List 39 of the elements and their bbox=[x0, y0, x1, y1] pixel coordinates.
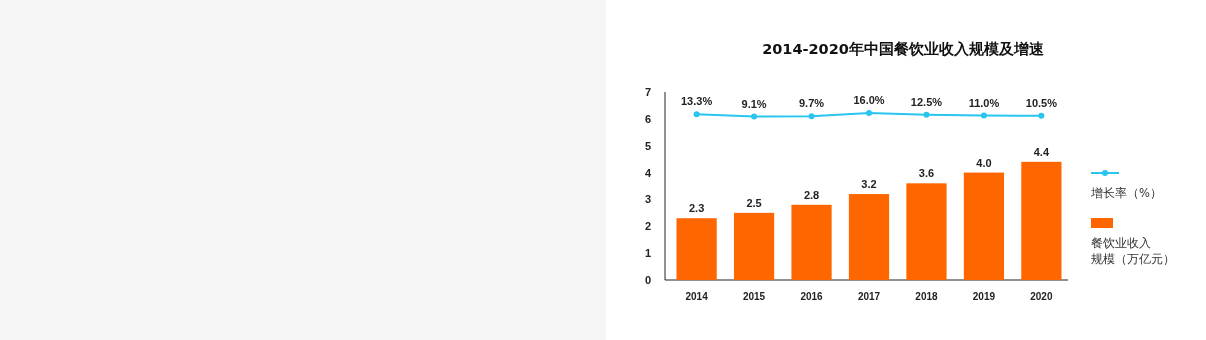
y-tick-label: 5 bbox=[644, 139, 652, 152]
data-label: 3.6 bbox=[918, 167, 935, 180]
data-label: 12.5% bbox=[910, 95, 943, 108]
bar bbox=[676, 218, 717, 280]
data-label: 9.7% bbox=[799, 97, 825, 110]
data-label: 10.5% bbox=[1025, 96, 1058, 109]
x-tick-label: 2014 bbox=[685, 291, 709, 302]
y-tick-label: 1 bbox=[644, 247, 652, 260]
x-tick-label: 2015 bbox=[742, 291, 766, 302]
data-label: 4.0 bbox=[976, 156, 992, 169]
legend-label: 餐饮业收入规模（万亿元） bbox=[1091, 236, 1175, 266]
x-tick-label: 2020 bbox=[1030, 291, 1053, 302]
bar bbox=[963, 172, 1005, 280]
bar bbox=[1021, 161, 1062, 280]
bar bbox=[791, 204, 832, 280]
data-label: 9.1% bbox=[741, 97, 767, 110]
x-tick-label: 2016 bbox=[800, 291, 824, 302]
y-tick-label: 4 bbox=[644, 166, 652, 179]
y-tick-label: 7 bbox=[644, 86, 652, 98]
data-label: 3.2 bbox=[861, 178, 877, 191]
x-tick-label: 2019 bbox=[972, 291, 996, 302]
data-label: 11.0% bbox=[968, 96, 1000, 109]
bar bbox=[733, 212, 775, 280]
y-tick-label: 3 bbox=[644, 193, 652, 206]
y-tick-label: 6 bbox=[644, 112, 652, 125]
data-label: 16.0% bbox=[853, 94, 885, 106]
data-label: 2.3 bbox=[688, 202, 705, 215]
data-label: 4.4 bbox=[1033, 145, 1050, 158]
legend-label: 增长率（%） bbox=[1090, 186, 1162, 200]
bar bbox=[848, 194, 890, 280]
x-tick-label: 2018 bbox=[915, 291, 939, 302]
y-tick-label: 0 bbox=[644, 274, 652, 286]
y-tick-label: 2 bbox=[644, 220, 652, 233]
data-label: 2.5 bbox=[746, 196, 762, 209]
chart-title: 2014-2020年中国餐饮业收入规模及增速 bbox=[762, 41, 1045, 57]
data-label: 2.8 bbox=[803, 188, 820, 201]
data-label: 13.3% bbox=[681, 95, 713, 108]
bar bbox=[906, 183, 947, 280]
x-tick-label: 2017 bbox=[857, 291, 881, 302]
